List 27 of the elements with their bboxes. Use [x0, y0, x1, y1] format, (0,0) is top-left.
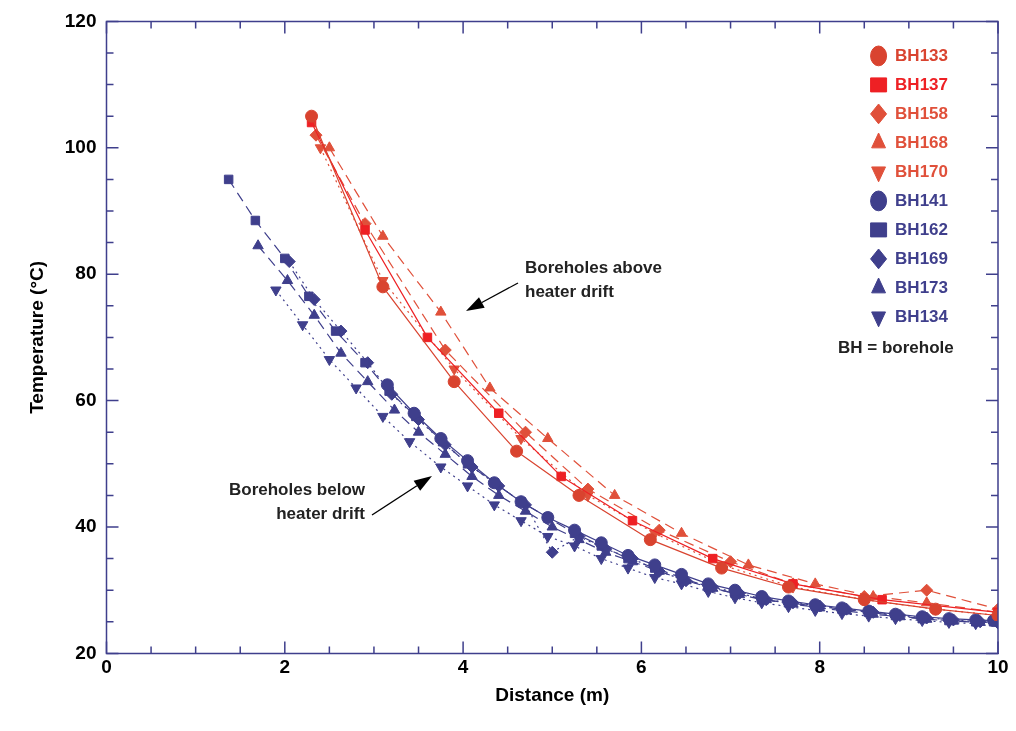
x-tick-label: 4 [457, 656, 469, 678]
x-tick-label: 6 [636, 656, 647, 678]
legend-label: BH169 [895, 248, 948, 268]
x-tick-label: 10 [987, 656, 1009, 678]
y-tick-label: 20 [75, 641, 97, 663]
legend-label: BH133 [895, 45, 948, 65]
legend-label: BH162 [895, 219, 948, 239]
legend-label: BH170 [895, 161, 948, 181]
legend-label: BH137 [895, 74, 948, 94]
y-tick-label: 40 [75, 515, 97, 537]
x-tick-label: 0 [101, 656, 112, 678]
legend-label: BH134 [895, 306, 949, 326]
legend-label: BH168 [895, 132, 948, 152]
y-axis-title: Temperature (°C) [25, 260, 47, 414]
annotation: Boreholes below heater drift [227, 479, 365, 525]
x-axis-title: Distance (m) [495, 683, 610, 705]
y-tick-label: 60 [75, 388, 97, 410]
legend-label: BH141 [895, 190, 948, 210]
x-tick-label: 8 [814, 656, 825, 678]
annotation: BH = borehole [838, 337, 954, 359]
y-tick-label: 80 [75, 262, 97, 284]
legend-label: BH173 [895, 277, 948, 297]
y-tick-label: 100 [64, 136, 97, 158]
y-tick-label: 120 [64, 9, 97, 31]
x-tick-label: 2 [279, 656, 291, 678]
legend-label: BH158 [895, 103, 948, 123]
annotation: Boreholes above heater drift [525, 257, 662, 303]
